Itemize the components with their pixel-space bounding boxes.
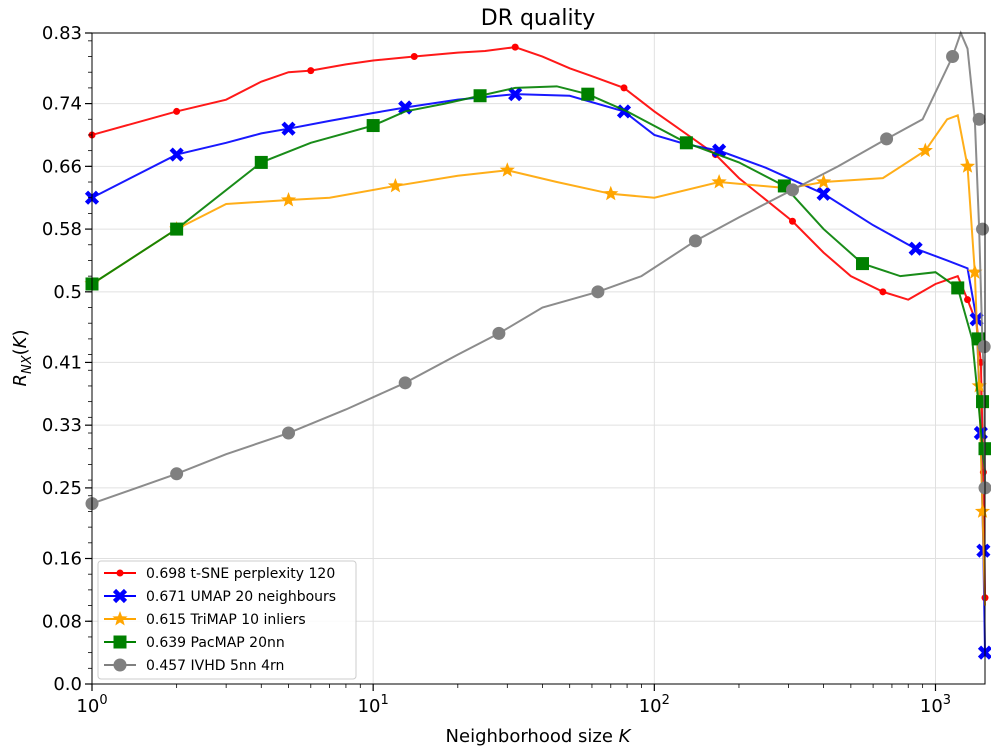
series-2 <box>84 114 991 606</box>
x-tick-label: 101 <box>358 693 389 717</box>
data-point <box>170 467 184 481</box>
data-point <box>280 192 297 207</box>
data-point <box>788 217 796 225</box>
data-point <box>398 376 412 390</box>
data-point <box>366 119 380 133</box>
series-line <box>91 85 986 473</box>
data-point <box>591 285 605 299</box>
y-tick-label: 0.83 <box>42 23 82 44</box>
data-point <box>499 162 515 177</box>
y-tick-label: 0.41 <box>42 352 82 373</box>
legend-marker <box>113 635 127 649</box>
data-point <box>917 142 933 158</box>
data-point <box>173 107 181 115</box>
y-tick-label: 0.74 <box>42 94 82 115</box>
plot-frame <box>91 32 986 685</box>
y-tick-label: 0.16 <box>42 549 82 570</box>
series-layer <box>84 30 991 660</box>
data-point <box>976 395 990 409</box>
data-point <box>880 132 894 146</box>
data-point <box>688 234 702 248</box>
data-point <box>816 174 832 189</box>
data-point <box>170 222 184 236</box>
axes: 0.0 0.08 0.16 0.25 0.33 0.41 0.5 0.58 0.66 0.74 0.… <box>42 23 951 717</box>
data-point <box>281 121 296 136</box>
data-point <box>511 43 519 51</box>
legend-marker <box>116 569 124 577</box>
y-tick-label: 0.66 <box>42 156 82 177</box>
legend-label: 0.698 t-SNE perplexity 120 <box>146 566 335 582</box>
data-point <box>387 177 404 193</box>
x-axis-label: Neighborhood size K <box>446 726 632 747</box>
legend-label: 0.615 TriMAP 10 inliers <box>146 612 306 628</box>
data-point <box>410 53 418 61</box>
data-point <box>169 147 184 162</box>
data-point <box>282 426 296 440</box>
data-point <box>620 84 628 92</box>
data-point <box>908 241 923 256</box>
data-point <box>972 112 986 126</box>
y-tick-label: 0.33 <box>42 415 82 436</box>
legend-label: 0.639 PacMAP 20nn <box>146 635 285 651</box>
data-point <box>679 136 693 150</box>
x-tick-label: 103 <box>920 693 951 717</box>
data-point <box>492 326 506 340</box>
data-point <box>711 174 727 189</box>
chart-title: DR quality <box>481 6 595 31</box>
data-point <box>508 87 523 102</box>
data-point <box>879 288 887 296</box>
data-point <box>971 377 987 393</box>
y-tick-label: 0.58 <box>42 219 82 240</box>
data-point <box>581 87 595 101</box>
data-point <box>307 67 315 75</box>
data-point <box>254 155 268 169</box>
data-point <box>976 222 990 236</box>
y-tick-label: 0.25 <box>42 478 82 499</box>
y-tick-label: 0.08 <box>42 611 82 632</box>
legend: 0.698 t-SNE perplexity 120 0.671 UMAP 20 … <box>97 560 357 680</box>
data-point <box>977 340 991 354</box>
data-point <box>951 281 965 295</box>
data-point <box>603 185 619 201</box>
legend-label: 0.457 IVHD 5nn 4rn <box>146 658 284 674</box>
legend-marker <box>113 658 127 672</box>
legend-marker <box>112 588 128 604</box>
y-axis-label: RNX(K) <box>10 329 35 386</box>
y-tick-label: 0.0 <box>53 674 82 695</box>
legend-marker <box>112 611 128 626</box>
data-point <box>974 503 991 518</box>
x-tick-label: 100 <box>76 693 107 717</box>
x-tick-label: 102 <box>639 693 670 717</box>
data-point <box>473 89 487 103</box>
series-line <box>91 46 986 598</box>
series-4 <box>85 30 991 511</box>
data-point <box>964 296 972 304</box>
series-0 <box>88 43 989 602</box>
series-line <box>91 114 986 606</box>
data-point <box>816 186 831 201</box>
data-point <box>855 257 869 271</box>
legend-label: 0.671 UMAP 20 neighbours <box>146 589 336 605</box>
data-point <box>946 50 960 64</box>
y-tick-label: 0.5 <box>53 282 82 303</box>
legend-box <box>97 560 357 680</box>
data-point <box>959 158 976 173</box>
data-point <box>967 264 983 279</box>
data-point <box>785 183 799 197</box>
